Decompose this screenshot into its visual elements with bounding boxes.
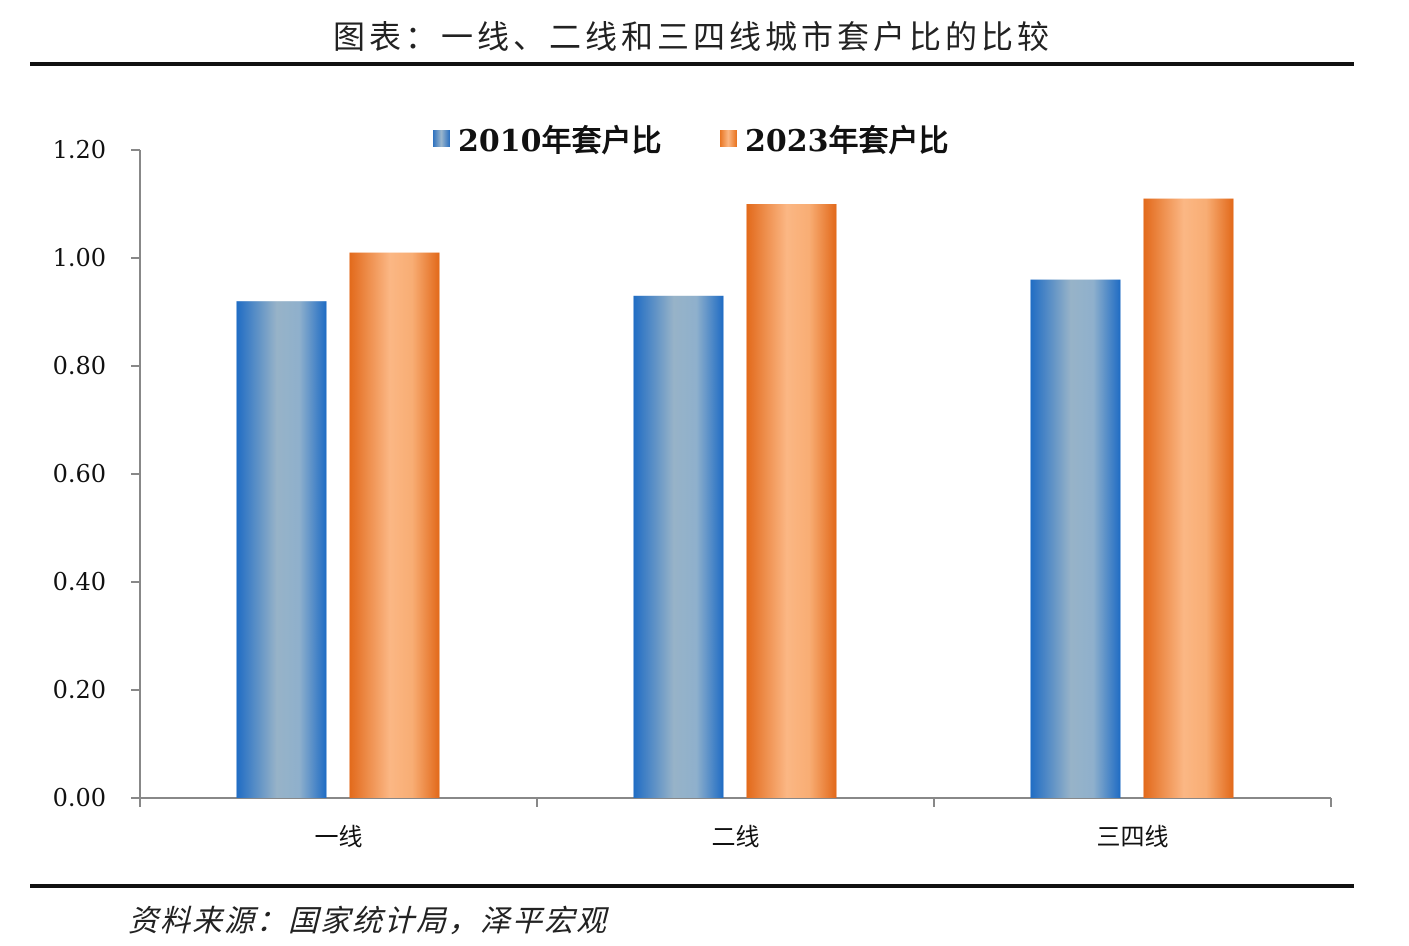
bar-2023-3 [1143, 198, 1234, 799]
bar-2010-1 [236, 301, 327, 798]
legend-item-2023: 2023年套户比 [720, 116, 949, 160]
top-rule [30, 62, 1354, 66]
bar-2010-3 [1030, 279, 1121, 799]
y-tick-label: 0.40 [53, 568, 106, 596]
bottom-rule [30, 884, 1354, 888]
y-tick-label: 1.00 [53, 244, 106, 272]
legend-item-2010: 2010年套户比 [433, 116, 662, 160]
bar-2010-2 [633, 295, 724, 798]
legend-label-2010: 2010年套户比 [458, 124, 662, 159]
legend-swatch-2023 [720, 129, 737, 147]
x-tick-label: 一线 [315, 823, 363, 851]
x-tick-label: 三四线 [1097, 823, 1169, 851]
bar-2023-1 [349, 252, 440, 799]
x-tick-label: 二线 [712, 823, 760, 851]
y-tick-label: 0.80 [53, 352, 106, 380]
y-tick-label: 1.20 [53, 136, 106, 164]
legend-label-2023: 2023年套户比 [745, 124, 949, 159]
y-tick-label: 0.20 [53, 676, 106, 704]
chart-title: 图表：一线、二线和三四线城市套户比的比较 [332, 18, 1053, 56]
y-tick-label: 0.60 [53, 460, 106, 488]
source-note: 资料来源：国家统计局，泽平宏观 [128, 904, 608, 939]
y-tick-label: 0.00 [53, 784, 106, 812]
legend-swatch-2010 [433, 129, 450, 147]
bar-2023-2 [746, 204, 837, 798]
